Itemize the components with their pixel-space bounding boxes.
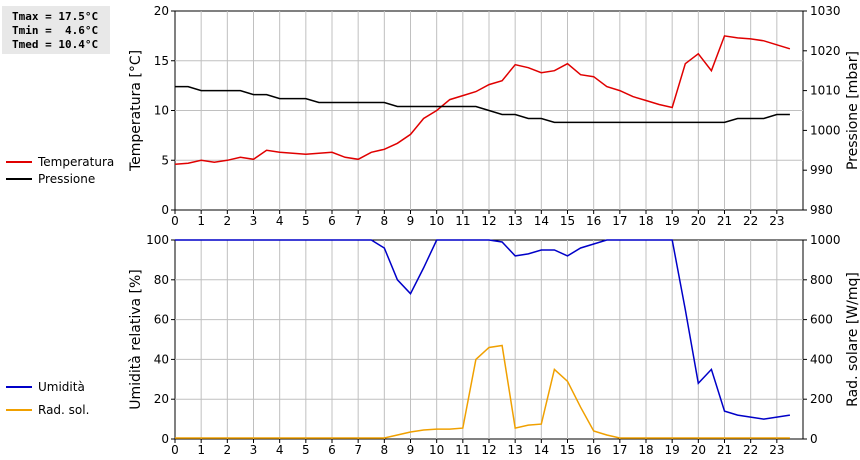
bottom-y-tick-label: 40	[154, 352, 169, 366]
bottom-y2-tick-label: 600	[810, 313, 833, 327]
bottom-y2-tick-label: 1000	[810, 233, 841, 247]
top-x-tick-label: 9	[407, 214, 415, 228]
bottom-x-tick-label: 1	[197, 443, 205, 457]
bottom-y-tick-label: 80	[154, 273, 169, 287]
top-x-tick-label: 17	[612, 214, 627, 228]
top-x-tick-label: 21	[717, 214, 732, 228]
bottom-x-tick-label: 3	[250, 443, 258, 457]
top-x-tick-label: 7	[354, 214, 362, 228]
top-y-axis-label: Temperatura [°C]	[128, 50, 144, 172]
top-x-tick-label: 16	[586, 214, 601, 228]
bottom-y-axis-label: Umidità relativa [%]	[128, 269, 144, 410]
top-x-tick-label: 18	[638, 214, 653, 228]
top-y2-tick-label: 1000	[810, 123, 841, 137]
temperatura-legend-label: Temperatura	[37, 155, 114, 169]
rad-sol-series-line	[175, 344, 790, 439]
bottom-x-tick-label: 4	[276, 443, 284, 457]
bottom-x-tick-label: 21	[717, 443, 732, 457]
tmed-stat: Tmed = 10.4°C	[12, 38, 99, 51]
bottom-x-tick-label: 8	[381, 443, 389, 457]
top-y-tick-label: 10	[154, 104, 169, 118]
top-x-tick-label: 20	[691, 214, 706, 228]
top-x-tick-label: 5	[302, 214, 310, 228]
top-x-tick-label: 15	[560, 214, 575, 228]
top-y2-tick-label: 990	[810, 163, 833, 177]
top-x-tick-label: 14	[534, 214, 549, 228]
bottom-x-tick-label: 13	[508, 443, 523, 457]
bottom-x-tick-label: 14	[534, 443, 549, 457]
top-x-tick-label: 0	[171, 214, 179, 228]
bottom-y-tick-label: 100	[146, 233, 169, 247]
bottom-y2-tick-label: 800	[810, 273, 833, 287]
bottom-x-tick-label: 2	[224, 443, 232, 457]
bottom-x-tick-label: 9	[407, 443, 415, 457]
umidit-series-line	[175, 239, 791, 420]
bottom-x-tick-label: 10	[429, 443, 444, 457]
top-x-tick-label: 11	[455, 214, 470, 228]
bottom-x-tick-label: 11	[455, 443, 470, 457]
top-x-tick-label: 19	[665, 214, 680, 228]
bottom-y-tick-label: 0	[161, 432, 169, 446]
temperatura-series-line	[174, 35, 791, 165]
top-y2-tick-label: 1030	[810, 4, 841, 18]
top-y-tick-label: 15	[154, 54, 169, 68]
pressione-series-line	[175, 85, 790, 124]
top-y-tick-label: 5	[161, 153, 169, 167]
top-panel: 0 1 2 3 4 5 6 7 8 9 10 11 12 13 14 15 16 17 18 19 20 21 22 2305…	[6, 4, 860, 228]
bottom-x-tick-label: 15	[560, 443, 575, 457]
bottom-x-tick-label: 22	[743, 443, 758, 457]
rad-sol-legend-label: Rad. sol.	[38, 403, 89, 417]
bottom-y2-tick-label: 400	[810, 352, 833, 366]
bottom-y-tick-label: 60	[154, 313, 169, 327]
top-y2-axis-label: Pressione [mbar]	[845, 51, 860, 170]
bottom-x-tick-label: 23	[769, 443, 784, 457]
bottom-panel: 0 1 2 3 4 5 6 7 8 9 10 11 12 13 14 15 16 17 18 19 20 21 22 2302…	[6, 233, 860, 457]
bottom-x-tick-label: 16	[586, 443, 601, 457]
top-y-tick-label: 20	[154, 4, 169, 18]
top-x-tick-label: 23	[769, 214, 784, 228]
top-x-tick-label: 12	[481, 214, 496, 228]
bottom-x-tick-label: 20	[691, 443, 706, 457]
top-x-tick-label: 22	[743, 214, 758, 228]
top-x-tick-label: 10	[429, 214, 444, 228]
top-x-tick-label: 8	[381, 214, 389, 228]
bottom-x-tick-label: 19	[665, 443, 680, 457]
bottom-y2-axis-label: Rad. solare [W/mq]	[845, 272, 860, 407]
tmax-stat: Tmax = 17.5°C	[12, 10, 99, 23]
bottom-x-tick-label: 7	[354, 443, 362, 457]
top-x-tick-label: 6	[328, 214, 336, 228]
bottom-x-tick-label: 17	[612, 443, 627, 457]
tmin-stat: Tmin = 4.6°C	[12, 24, 99, 37]
bottom-x-tick-label: 18	[638, 443, 653, 457]
umidit-legend-label: Umidità	[38, 380, 85, 394]
top-y2-tick-label: 1010	[810, 84, 841, 98]
bottom-y2-tick-label: 0	[810, 432, 818, 446]
top-y2-tick-label: 980	[810, 203, 833, 217]
top-x-tick-label: 2	[224, 214, 232, 228]
bottom-x-tick-label: 6	[328, 443, 336, 457]
top-y2-tick-label: 1020	[810, 44, 841, 58]
bottom-x-tick-label: 5	[302, 443, 310, 457]
bottom-y-tick-label: 20	[154, 392, 169, 406]
top-x-tick-label: 4	[276, 214, 284, 228]
top-x-tick-label: 3	[250, 214, 258, 228]
top-y-tick-label: 0	[161, 203, 169, 217]
bottom-x-tick-label: 0	[171, 443, 179, 457]
top-x-tick-label: 13	[508, 214, 523, 228]
temperature-stats-box: Tmax = 17.5°C Tmin = 4.6°C Tmed = 10.4°C	[2, 6, 110, 54]
bottom-y2-tick-label: 200	[810, 392, 833, 406]
top-x-tick-label: 1	[197, 214, 205, 228]
pressione-legend-label: Pressione	[38, 172, 95, 186]
bottom-x-tick-label: 12	[481, 443, 496, 457]
